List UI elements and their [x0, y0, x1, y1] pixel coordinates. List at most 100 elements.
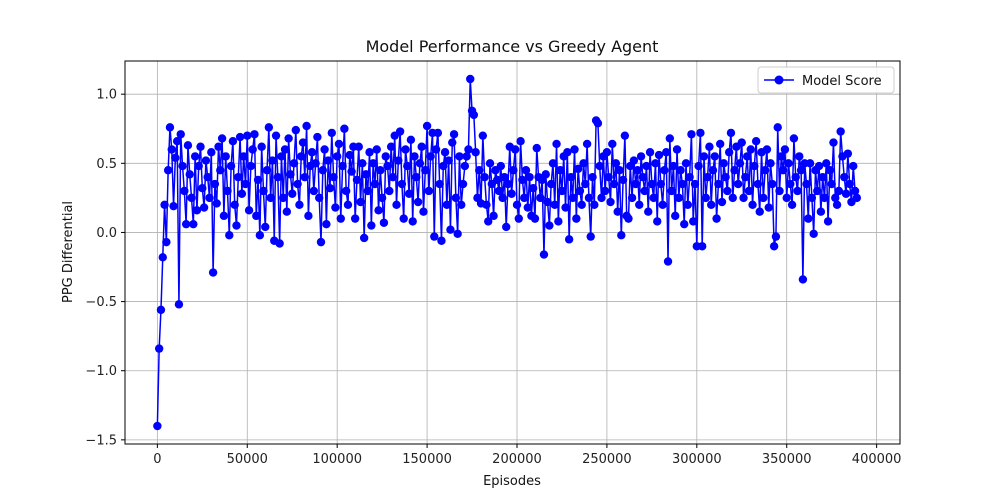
data-point	[471, 148, 480, 157]
data-point	[545, 221, 554, 230]
data-point	[678, 179, 687, 189]
data-point	[660, 166, 669, 175]
data-point	[293, 179, 302, 189]
data-point	[577, 200, 586, 209]
data-point	[600, 186, 610, 196]
data-point	[663, 257, 673, 266]
data-point	[154, 344, 164, 353]
data-point	[374, 206, 383, 215]
data-point	[392, 200, 401, 209]
data-point	[496, 161, 506, 171]
data-point	[383, 161, 392, 171]
data-point	[388, 172, 398, 182]
data-point	[332, 152, 342, 161]
data-point	[482, 200, 491, 209]
data-point	[199, 203, 209, 212]
data-point	[365, 148, 374, 157]
data-point	[573, 164, 583, 174]
data-point	[363, 186, 372, 196]
data-point	[850, 186, 860, 196]
data-point	[271, 131, 281, 140]
legend: Model Score	[757, 66, 895, 94]
data-point	[742, 152, 752, 161]
data-point	[694, 161, 703, 171]
data-point	[343, 200, 353, 209]
data-point	[671, 211, 680, 221]
data-point	[320, 145, 329, 154]
data-point	[572, 214, 581, 223]
data-point	[831, 193, 840, 203]
data-point	[226, 161, 236, 171]
data-point	[519, 193, 529, 203]
data-point	[762, 145, 772, 154]
data-point	[379, 218, 389, 227]
data-point	[354, 142, 363, 151]
data-point	[581, 179, 590, 189]
data-point	[311, 159, 320, 168]
data-point	[440, 148, 450, 157]
data-point	[241, 179, 250, 189]
data-point	[566, 172, 576, 182]
data-point	[703, 172, 712, 182]
data-point	[273, 172, 283, 182]
data-point	[439, 161, 448, 171]
data-point	[543, 197, 552, 207]
data-point	[590, 200, 599, 209]
data-point	[554, 217, 563, 226]
data-point	[223, 186, 232, 196]
data-point	[561, 203, 570, 212]
data-point	[656, 179, 666, 189]
data-point	[784, 159, 793, 168]
grid	[125, 61, 900, 444]
data-point	[480, 172, 489, 182]
data-point	[352, 175, 362, 185]
data-point	[555, 166, 565, 175]
data-point	[849, 161, 858, 171]
data-point	[261, 222, 270, 232]
data-point	[579, 159, 588, 168]
data-point	[636, 152, 646, 161]
data-point	[733, 179, 743, 189]
data-point	[286, 170, 295, 179]
data-point	[701, 193, 710, 203]
x-tick-label: 0	[153, 452, 161, 467]
data-point	[730, 166, 739, 175]
data-point	[780, 145, 790, 154]
data-point	[624, 214, 633, 223]
x-tick-label: 200000	[492, 452, 542, 467]
data-point	[635, 200, 644, 209]
data-point	[219, 211, 229, 221]
data-point	[687, 130, 696, 139]
data-point	[503, 179, 513, 189]
data-point	[444, 156, 453, 165]
data-point	[753, 179, 763, 189]
data-point	[827, 179, 836, 189]
data-point	[609, 179, 619, 189]
data-point	[370, 179, 380, 189]
data-point	[381, 152, 390, 161]
data-point	[464, 145, 473, 154]
data-point	[304, 211, 313, 221]
data-point	[489, 211, 498, 221]
data-point	[422, 121, 432, 131]
data-point	[246, 161, 256, 171]
x-tick-label: 350000	[762, 452, 812, 467]
data-point	[690, 179, 700, 189]
data-point	[813, 186, 822, 196]
data-point	[253, 175, 263, 185]
data-point	[174, 300, 184, 309]
data-point	[338, 161, 347, 171]
x-tick-label: 300000	[672, 452, 722, 467]
data-point	[541, 170, 550, 179]
data-point	[367, 221, 376, 230]
data-point	[460, 161, 470, 171]
x-tick-label: 400000	[852, 452, 902, 467]
data-point	[654, 150, 664, 160]
data-point	[169, 201, 178, 211]
data-point	[584, 193, 594, 203]
data-point	[539, 250, 549, 259]
data-point	[239, 152, 248, 161]
data-point	[280, 145, 290, 154]
data-point	[787, 200, 797, 209]
data-point	[255, 231, 265, 240]
